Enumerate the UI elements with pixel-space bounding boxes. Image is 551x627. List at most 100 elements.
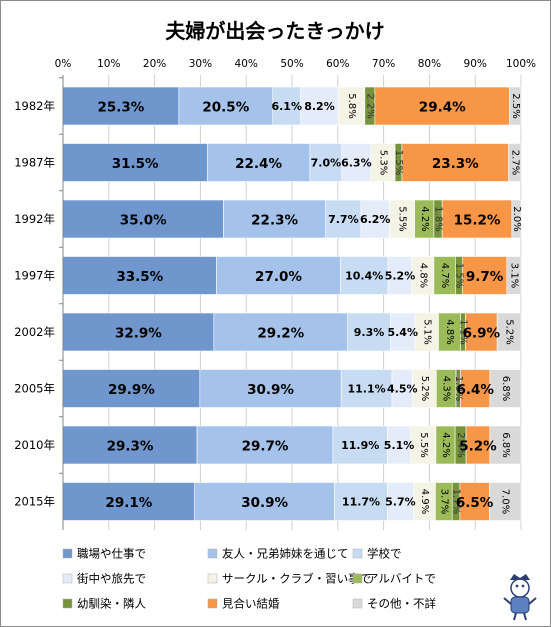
data-label: 1.5% — [453, 263, 464, 288]
data-label: 2.5% — [510, 93, 521, 118]
data-label: 22.3% — [251, 213, 298, 229]
data-label: 4.7% — [439, 263, 450, 288]
data-label: 3.1% — [508, 263, 519, 288]
bar-segment — [462, 256, 508, 295]
bar-segment — [62, 143, 208, 182]
data-label: 7.0% — [311, 157, 342, 170]
chart-title: 夫婦が出会ったきっかけ — [165, 19, 384, 43]
legend-item: 職場や仕事で — [62, 547, 146, 561]
data-label: 20.5% — [202, 100, 249, 116]
category-label: 1987年 — [14, 156, 55, 170]
data-label: 5.2% — [419, 376, 430, 401]
legend-item: 友人・兄弟姉妹を通じて — [207, 547, 349, 561]
data-label: 29.2% — [257, 326, 304, 342]
data-label: 5.8% — [346, 93, 357, 118]
data-label: 1.1% — [458, 319, 469, 344]
data-label: 6.2% — [360, 213, 391, 226]
legend-item: サークル・クラブ・習い事で — [207, 572, 371, 586]
bar-segment — [347, 312, 391, 352]
data-label: 4.8% — [417, 263, 428, 288]
bar-segment — [213, 312, 349, 352]
data-label: 4.2% — [440, 432, 451, 457]
bar-segment — [199, 369, 342, 408]
legend-label: 友人・兄弟姉妹を通じて — [222, 547, 349, 561]
x-tick-label: 90% — [464, 58, 487, 70]
bar-segment — [272, 86, 302, 126]
bar-segment — [332, 425, 388, 465]
category-label: 1982年 — [14, 99, 55, 113]
bar-segment — [62, 425, 198, 465]
data-label: 6.3% — [341, 157, 372, 170]
data-label: 4.9% — [419, 489, 430, 514]
data-label: 5.5% — [397, 206, 408, 231]
data-label: 5.1% — [421, 319, 432, 344]
bar-segment — [489, 369, 522, 408]
legend-label: その他・不詳 — [367, 597, 436, 611]
bar-segment — [216, 256, 341, 295]
bar-segment — [460, 369, 491, 408]
x-tick-label: 80% — [418, 58, 441, 70]
data-label: 23.3% — [432, 156, 479, 172]
x-tick-label: 10% — [97, 58, 120, 70]
data-label: 4.3% — [441, 376, 452, 401]
legend-swatch — [62, 548, 73, 559]
legend-swatch — [62, 598, 73, 609]
bar-segment — [389, 199, 415, 239]
data-label: 1.7% — [451, 489, 462, 514]
bar-segment — [387, 482, 414, 521]
bar-segment — [459, 482, 490, 521]
bar-segment — [62, 199, 224, 239]
data-label: 5.3% — [377, 150, 388, 175]
bar-segment — [489, 425, 522, 465]
bar-segment — [337, 86, 366, 126]
data-label: 35.0% — [120, 213, 167, 229]
bar-segment — [509, 86, 522, 126]
data-label: 22.4% — [235, 156, 282, 172]
data-label: 1.0% — [453, 376, 464, 401]
bar-segment — [223, 199, 326, 239]
data-label: 33.5% — [116, 269, 163, 285]
legend-item: 見合い結婚 — [207, 597, 280, 611]
legend-label: 街中や旅先で — [77, 572, 146, 586]
data-label: 10.4% — [345, 270, 383, 283]
legend-swatch — [207, 598, 218, 609]
legend-item: 幼馴染・隣人 — [62, 597, 146, 611]
data-label: 25.3% — [98, 100, 145, 116]
bar-segment — [441, 199, 513, 239]
legend-swatch — [62, 573, 73, 584]
data-label: 4.5% — [387, 383, 418, 396]
bar-segment — [401, 143, 509, 182]
bar-segment — [511, 199, 522, 239]
category-label: 2010年 — [14, 438, 55, 452]
bar-segment — [62, 256, 217, 295]
legend-item: 学校で — [352, 547, 402, 561]
data-label: 5.4% — [387, 326, 418, 339]
legend-item: アルバイトで — [352, 572, 436, 586]
legend-label: サークル・クラブ・習い事で — [222, 572, 371, 586]
bar-segment — [374, 86, 510, 126]
data-label: 6.9% — [463, 326, 501, 342]
category-label: 1992年 — [14, 212, 55, 226]
bar-segment — [340, 369, 393, 408]
data-label: 6.8% — [500, 376, 511, 401]
data-label: 29.7% — [242, 439, 289, 455]
legend-label: 学校で — [367, 547, 402, 561]
data-label: 4.2% — [419, 206, 430, 231]
bar-segment — [496, 312, 522, 352]
bar-segment — [465, 312, 498, 352]
legend-label: アルバイトで — [367, 572, 436, 586]
x-tick-label: 30% — [189, 58, 212, 70]
x-tick-label: 50% — [280, 58, 303, 70]
bar-segment — [508, 143, 522, 182]
data-label: 6.8% — [500, 432, 511, 457]
data-label: 31.5% — [112, 156, 159, 172]
bar-segment — [340, 256, 389, 295]
legend-label: 職場や仕事で — [77, 547, 146, 561]
data-label: 11.7% — [342, 496, 380, 509]
data-label: 5.2% — [385, 270, 416, 283]
data-label: 9.3% — [354, 326, 385, 339]
legend-label: 幼馴染・隣人 — [77, 597, 146, 611]
x-tick-label: 100% — [506, 58, 536, 70]
x-tick-label: 70% — [372, 58, 395, 70]
x-tick-label: 40% — [235, 58, 258, 70]
